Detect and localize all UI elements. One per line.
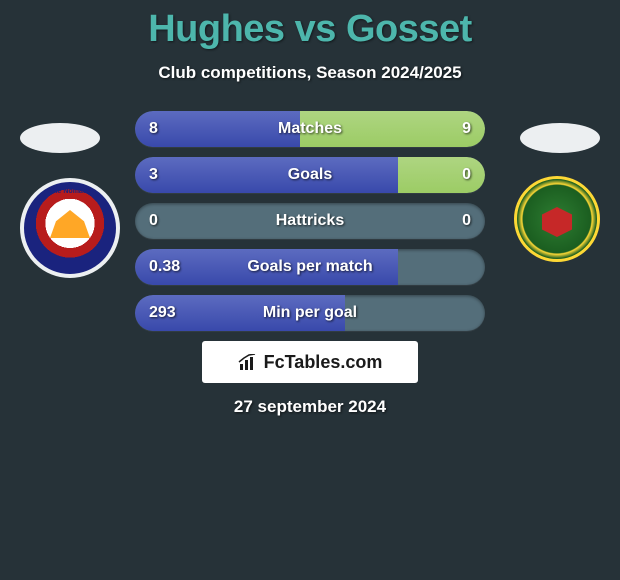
stat-row: 0Hattricks0 xyxy=(135,203,485,239)
stat-value-right: 0 xyxy=(462,203,471,239)
stat-label: Goals per match xyxy=(135,249,485,285)
subtitle: Club competitions, Season 2024/2025 xyxy=(0,63,620,83)
stat-label: Matches xyxy=(135,111,485,147)
stat-value-right: 0 xyxy=(462,157,471,193)
page-title: Hughes vs Gosset xyxy=(0,8,620,51)
stat-row: 8Matches9 xyxy=(135,111,485,147)
branding-text: FcTables.com xyxy=(264,352,383,373)
club-badge-right xyxy=(514,176,600,262)
stat-row: 0.38Goals per match xyxy=(135,249,485,285)
stat-row: 293Min per goal xyxy=(135,295,485,331)
player-avatar-left xyxy=(20,123,100,153)
club-badge-left: The Nomads xyxy=(20,178,120,278)
stat-label: Hattricks xyxy=(135,203,485,239)
stat-label: Min per goal xyxy=(135,295,485,331)
player-avatar-right xyxy=(520,123,600,153)
stat-label: Goals xyxy=(135,157,485,193)
club-badge-left-text: The Nomads xyxy=(24,188,116,195)
stat-value-right: 9 xyxy=(462,111,471,147)
stats-table: 8Matches93Goals00Hattricks00.38Goals per… xyxy=(135,111,485,331)
branding-box: FcTables.com xyxy=(202,341,418,383)
stat-row: 3Goals0 xyxy=(135,157,485,193)
date-label: 27 september 2024 xyxy=(0,397,620,417)
chart-icon xyxy=(238,354,258,370)
